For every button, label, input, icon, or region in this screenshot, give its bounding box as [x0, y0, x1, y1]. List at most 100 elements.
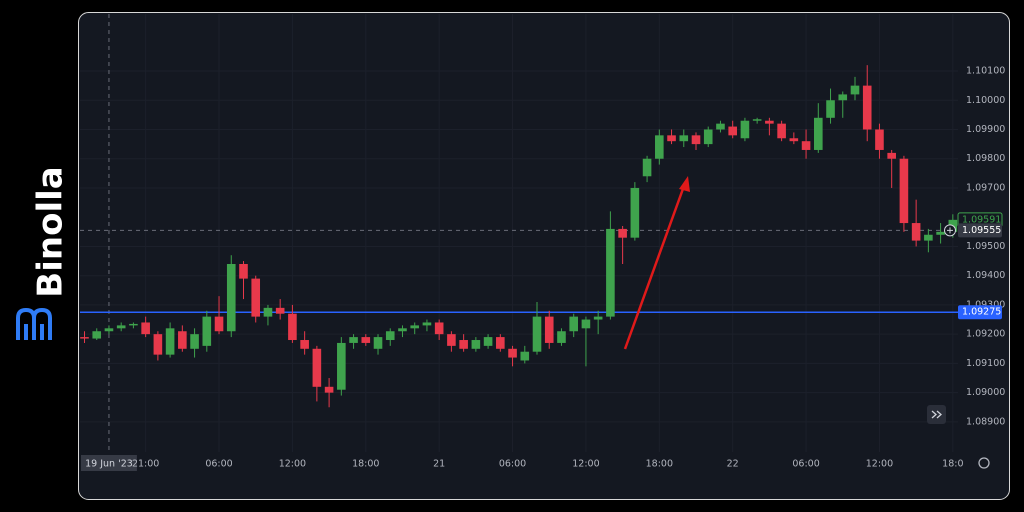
candle-body — [361, 337, 371, 343]
x-tick-label: 18:00 — [352, 459, 379, 470]
candle-body — [728, 126, 737, 136]
candle-body — [569, 316, 578, 332]
y-tick-label: 1.09900 — [966, 124, 1005, 135]
candle-body — [936, 231, 945, 235]
candle-body — [104, 328, 114, 332]
trend-arrow — [623, 185, 686, 350]
x-tick-label: 12:00 — [279, 459, 306, 470]
price-label: 1.09555 — [962, 225, 1001, 236]
candle-body — [508, 348, 517, 358]
candle-body — [496, 337, 505, 349]
candle-body — [202, 316, 212, 346]
crosshair-time-box — [81, 455, 137, 471]
candle-body — [593, 316, 603, 320]
y-tick-label: 1.09100 — [966, 358, 1005, 369]
candle-body — [557, 331, 566, 343]
candle-body — [459, 340, 468, 349]
candle-body — [887, 152, 896, 159]
y-tick-label: 1.09800 — [966, 153, 1005, 164]
candle-body — [924, 234, 933, 241]
candle-body — [642, 158, 652, 177]
candle-body — [826, 100, 835, 118]
y-tick-label: 1.09000 — [966, 387, 1005, 398]
candle-body — [483, 337, 493, 346]
candle-body — [740, 120, 750, 139]
candle-body — [190, 334, 199, 349]
candle-body — [373, 337, 383, 349]
candle-body — [618, 228, 627, 238]
x-tick-label: 06:00 — [205, 459, 232, 470]
candle-body — [899, 158, 909, 224]
y-tick-label: 1.08900 — [966, 416, 1005, 427]
x-tick-label: 22 — [727, 459, 739, 470]
candle-body — [288, 313, 297, 341]
y-tick-label: 1.09300 — [966, 299, 1005, 310]
x-tick-label: 21:00 — [132, 459, 159, 470]
add-alert-icon — [947, 227, 953, 234]
candle-body — [862, 85, 872, 130]
y-tick-label: 1.10100 — [966, 66, 1005, 77]
plot: 1.08900 1.09000 1.09100 1.09200 1.09300 1.094… — [80, 14, 1005, 471]
candle-body — [312, 348, 322, 387]
candle-body — [752, 119, 762, 121]
candle-body — [80, 337, 89, 339]
candle-body — [226, 263, 236, 332]
candle-body — [520, 351, 530, 361]
price-label: 1.09591 — [962, 214, 1001, 225]
candle-body — [434, 322, 444, 335]
candle-body — [765, 120, 774, 124]
candle-body — [165, 328, 175, 355]
candle-body — [471, 340, 481, 349]
candle-body — [703, 129, 713, 145]
trend-arrow-head — [679, 176, 690, 192]
candle-body — [630, 187, 640, 238]
x-tick-label: 12:00 — [866, 459, 893, 470]
candle-body — [838, 94, 848, 101]
candle-body — [691, 135, 701, 145]
candle-body — [349, 337, 358, 343]
candle-body — [875, 129, 884, 150]
candle-body — [263, 307, 273, 317]
candle-body — [911, 223, 921, 241]
chart-panel — [78, 12, 1010, 500]
y-tick-label: 1.09700 — [966, 182, 1005, 193]
y-tick-label: 1.09400 — [966, 270, 1005, 281]
candle-body — [581, 319, 591, 329]
x-tick-label: 21 — [433, 459, 445, 470]
brand-logo: Binolla — [16, 166, 71, 340]
y-tick-label: 1.10000 — [966, 95, 1005, 106]
candle-body — [655, 135, 664, 159]
candle-body — [814, 117, 823, 150]
candle-body — [385, 331, 395, 341]
candle-body — [410, 325, 420, 329]
candle-body — [801, 141, 811, 150]
candle-body — [337, 342, 346, 390]
y-tick-label: 1.09500 — [966, 241, 1005, 252]
candle-body — [153, 334, 163, 355]
candle-body — [178, 331, 187, 349]
candle-body — [447, 334, 456, 346]
price-label-box — [958, 305, 1002, 320]
price-label-box — [958, 223, 1002, 238]
brand-icon — [16, 307, 52, 340]
candle-body — [667, 135, 676, 142]
candle-body — [789, 138, 799, 142]
candle-body — [716, 123, 725, 130]
x-tick-label: 18:0 — [942, 459, 963, 470]
candle-body — [850, 85, 860, 95]
x-tick-label: 18:00 — [646, 459, 673, 470]
candle-body — [398, 328, 407, 332]
candle-body — [300, 340, 309, 349]
candle-body — [544, 316, 554, 343]
candle-body — [777, 123, 786, 139]
scroll-icon — [931, 410, 942, 419]
candle-body — [679, 135, 689, 142]
candle-body — [239, 263, 248, 279]
price-label: 1.09275 — [962, 307, 1001, 318]
candle-body — [324, 386, 334, 393]
settings-icon[interactable] — [978, 457, 990, 469]
candle-body — [116, 325, 126, 329]
candle-body — [275, 307, 285, 314]
